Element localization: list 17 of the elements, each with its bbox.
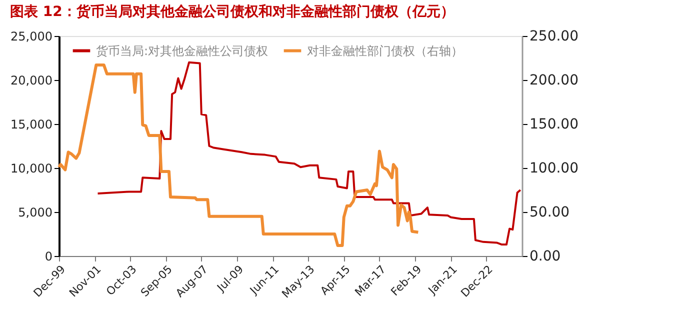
legend-label: 对非金融性部门债权（右轴） <box>307 44 463 58</box>
y-tick-label: 0 <box>44 250 52 264</box>
line-series <box>58 64 420 247</box>
y2-tick-label: 0.00 <box>530 248 561 264</box>
y-tick-label: 20,000 <box>10 74 52 88</box>
chart-title: 图表 12：货币当局对其他金融公司债权和对非金融性部门债权（亿元） <box>10 3 454 20</box>
y2-tick-label: 100.00 <box>530 160 578 176</box>
y-tick-label: 15,000 <box>10 118 52 132</box>
y-tick-label: 10,000 <box>10 162 52 176</box>
legend-label: 货币当局:对其他金融性公司债权 <box>96 44 268 58</box>
y2-tick-label: 200.00 <box>530 72 578 88</box>
y2-tick-label: 50.00 <box>530 204 570 220</box>
y-tick-label: 25,000 <box>10 30 52 44</box>
y2-tick-label: 250.00 <box>530 28 578 44</box>
line-series <box>96 61 522 246</box>
y-tick-label: 5,000 <box>18 206 52 220</box>
y2-tick-label: 150.00 <box>530 116 578 132</box>
